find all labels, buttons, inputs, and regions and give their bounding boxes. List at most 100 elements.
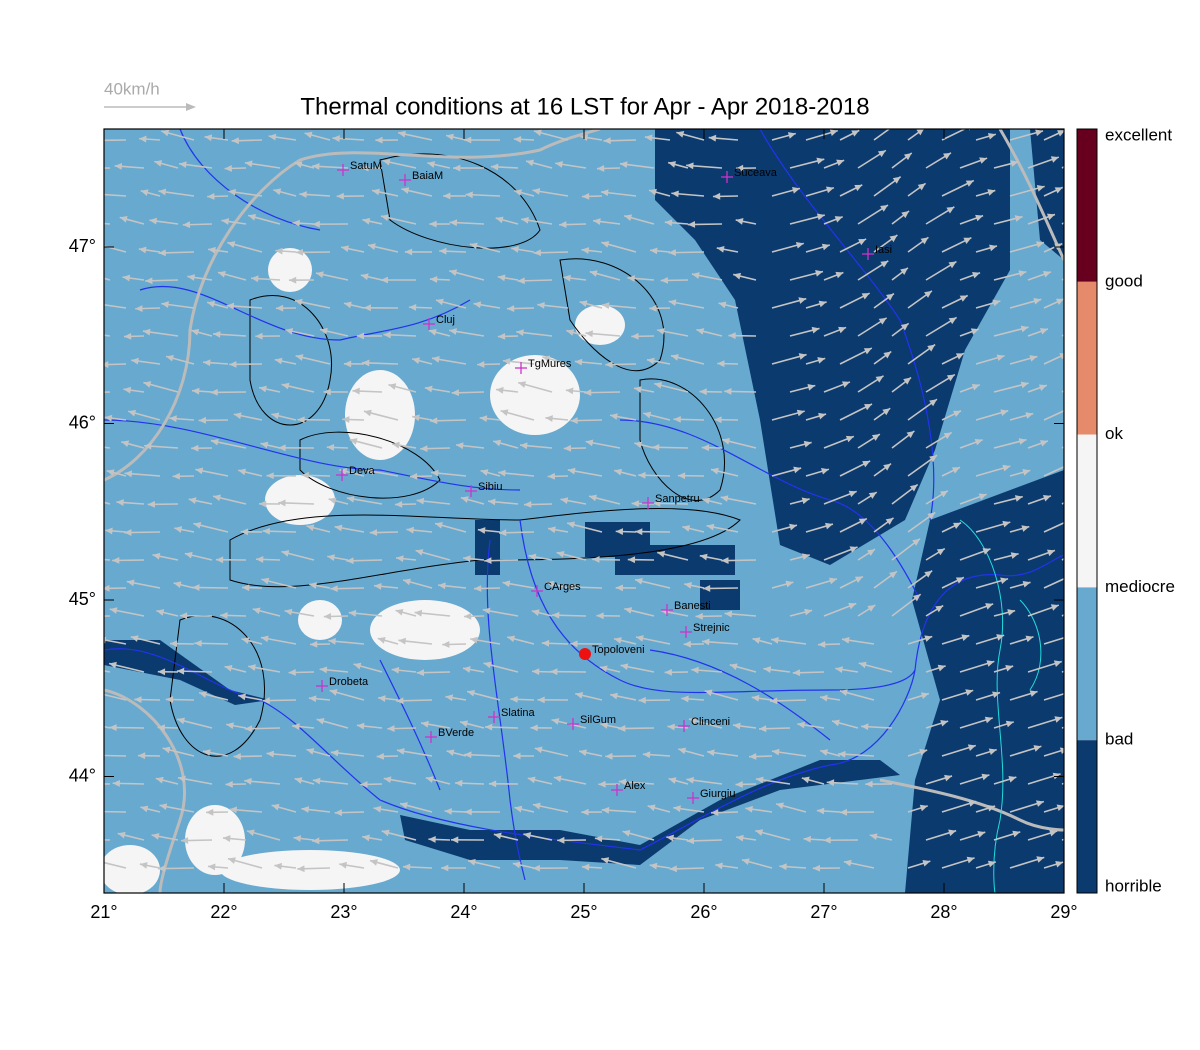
- wind-arrow-head: [463, 612, 472, 620]
- wind-arrow-head: [1025, 412, 1034, 419]
- wind-arrow-head: [620, 663, 629, 671]
- wind-arrow-head: [95, 691, 103, 698]
- wind-arrow-head: [130, 635, 139, 642]
- wind-arrow-head: [165, 696, 174, 703]
- wind-arrow-head: [670, 354, 679, 361]
- wind-arrow-head: [1033, 297, 1042, 305]
- city-label: Drobeta: [329, 676, 369, 688]
- wind-arrow-head: [829, 577, 837, 585]
- wind-arrow-head: [188, 497, 197, 505]
- wind-arrow-head: [1068, 633, 1076, 640]
- wind-arrow-head: [328, 497, 337, 505]
- wind-arrow-head: [428, 836, 436, 843]
- wind-arrow-shaft: [104, 839, 111, 841]
- wind-arrow-head: [292, 723, 300, 730]
- wind-arrow-head: [683, 640, 691, 648]
- wind-arrow-head: [851, 130, 860, 137]
- wind-arrow-head: [955, 577, 964, 584]
- wind-arrow-head: [362, 359, 370, 367]
- wind-arrow-head: [885, 517, 894, 525]
- wind-arrow-head: [139, 135, 147, 143]
- wind-arrow-head: [122, 274, 131, 282]
- map-title: Thermal conditions at 16 LST for Apr - A…: [300, 93, 869, 120]
- wind-arrow-head: [579, 749, 587, 757]
- wind-arrow-head: [360, 780, 368, 788]
- wind-arrow-head: [755, 776, 764, 784]
- wind-arrow-head: [514, 805, 523, 813]
- wind-arrow-head: [686, 776, 694, 784]
- wind-arrow-shaft: [1043, 636, 1064, 645]
- wind-arrow-head: [460, 720, 468, 727]
- wind-arrow-head: [946, 374, 955, 382]
- wind-arrow-head: [712, 192, 721, 200]
- wind-arrow-head: [233, 412, 242, 420]
- wind-arrow-head: [396, 748, 405, 755]
- city-label: SilGum: [580, 714, 616, 726]
- wind-arrow-head: [116, 499, 124, 506]
- wind-arrow-head: [965, 180, 974, 187]
- wind-arrow-head: [1010, 160, 1019, 167]
- wind-arrow-head: [352, 387, 360, 395]
- wind-arrow-head: [252, 607, 261, 615]
- wind-arrow-head: [702, 638, 710, 646]
- wind-arrow-head: [378, 695, 386, 702]
- wind-arrow-head: [192, 387, 200, 395]
- wind-arrow-head: [403, 578, 411, 586]
- city-label: CArges: [544, 581, 581, 593]
- wind-arrow-head: [154, 160, 163, 167]
- wind-arrow-head: [112, 556, 120, 564]
- wind-arrow-head: [177, 717, 185, 725]
- wind-arrow-head: [294, 161, 303, 168]
- wind-arrow-head: [231, 137, 239, 145]
- wind-arrow-head: [90, 191, 97, 198]
- wind-arrow-head: [981, 773, 990, 781]
- wind-arrow-head: [278, 444, 286, 452]
- wind-arrow-head: [736, 834, 744, 842]
- wind-arrow-head: [1039, 328, 1048, 335]
- wind-arrow-head: [601, 241, 610, 248]
- wind-arrow-head: [815, 270, 823, 277]
- wind-arrow-head: [710, 467, 719, 475]
- wind-arrow-head: [126, 579, 135, 587]
- city-label: SatuM: [350, 160, 382, 172]
- wind-arrow-head: [319, 666, 328, 674]
- x-tick-label: 27°: [810, 902, 837, 922]
- wind-arrow-head: [155, 776, 164, 784]
- wind-arrow-head: [770, 697, 778, 705]
- wind-arrow-head: [707, 749, 715, 757]
- colorbar-label: ok: [1105, 424, 1123, 443]
- wind-arrow-head: [733, 272, 742, 280]
- wind-arrow-head: [555, 160, 563, 168]
- wind-arrow-head: [795, 241, 804, 249]
- wind-arrow-head: [1054, 187, 1063, 194]
- wind-arrow-head: [771, 636, 779, 644]
- wind-arrow-head: [771, 748, 780, 756]
- wind-arrow-head: [259, 385, 267, 393]
- wind-arrow-head: [271, 412, 280, 420]
- wind-arrow-head: [835, 666, 843, 673]
- wind-arrow-head: [353, 662, 362, 670]
- wind-arrow-head: [124, 529, 132, 536]
- wind-arrow-head: [449, 328, 457, 335]
- city-label: Sanpetru: [655, 493, 700, 505]
- wind-arrow-head: [581, 192, 590, 200]
- wind-arrow-head: [838, 326, 847, 334]
- wind-arrow-head: [262, 697, 270, 704]
- wind-arrow-head: [467, 689, 476, 697]
- wind-arrow-head: [716, 245, 725, 253]
- wind-arrow-head: [131, 357, 139, 365]
- y-tick-label: 47°: [69, 236, 96, 256]
- wind-arrow-head: [953, 410, 962, 417]
- wind-arrow-head: [668, 299, 677, 307]
- wind-arrow-head: [793, 466, 802, 474]
- wind-arrow-head: [820, 749, 829, 756]
- wind-arrow-head: [90, 808, 97, 815]
- wind-arrow-head: [442, 641, 450, 648]
- wind-arrow-head: [449, 219, 458, 227]
- wind-arrow-head: [749, 753, 757, 760]
- wind-arrow-head: [396, 697, 404, 705]
- wind-arrow-head: [985, 603, 994, 610]
- wind-arrow-head: [634, 441, 643, 449]
- wind-arrow-head: [268, 133, 277, 141]
- x-tick-label: 26°: [690, 902, 717, 922]
